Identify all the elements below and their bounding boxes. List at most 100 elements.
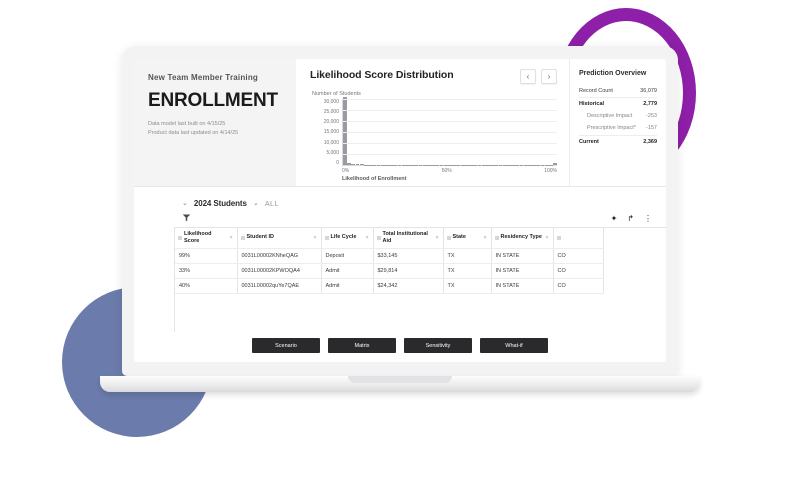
chart-bar [343, 96, 347, 165]
table-cell: 0031L00002quYe7QAE [237, 278, 322, 294]
column-remove-icon[interactable]: × [483, 234, 487, 241]
chart-y-tick: 5,000 [326, 149, 339, 156]
column-type-icon [178, 235, 182, 240]
grid-header-row: Likelihood Score × Student ID × Life Cycle × T… [175, 228, 604, 249]
table-cell: IN STATE [491, 263, 554, 279]
chart-y-tick: 15,000 [323, 129, 339, 136]
table-row[interactable]: 99% 0031L00002KNheQAG Deposit $33,145 TX IN S… [175, 248, 604, 264]
chart-gridline [343, 143, 557, 144]
table-toolbar-secondary: ✦ ↱ ⋮ [134, 211, 666, 227]
filter-icon[interactable] [182, 213, 191, 224]
table-section: ⌄ 2024 Students ⌄ ALL ✦ ↱ ⋮ [134, 187, 666, 362]
grid-header-cell[interactable]: Total Institutional Aid × [373, 228, 444, 249]
chart-bar [347, 162, 352, 165]
overview-row: Current 2,369 [579, 135, 657, 149]
grid-header-label: Total Institutional Aid [382, 231, 428, 244]
table-cell: 33% [175, 263, 238, 279]
chevron-down-icon-scope[interactable]: ⌄ [252, 200, 259, 207]
grid-body: 99% 0031L00002KNheQAG Deposit $33,145 TX IN S… [175, 248, 604, 294]
overview-row-value: -157 [645, 125, 657, 132]
data-grid: Likelihood Score × Student ID × Life Cycle × T… [175, 228, 604, 294]
grid-header-inner: State × [453, 234, 487, 241]
scope-selector[interactable]: ALL [264, 198, 279, 208]
laptop-screen: New Team Member Training ENROLLMENT Data… [134, 59, 666, 362]
chart-gridline [343, 154, 557, 155]
chart-prev-button[interactable]: ‹ [520, 69, 536, 84]
overview-row-value: 36,079 [640, 87, 657, 94]
grid-header-label: Likelihood Score [184, 231, 212, 244]
overview-row-value: 2,779 [643, 101, 657, 108]
chart-plot-area [342, 96, 557, 166]
grid-header-cell[interactable]: Student ID × [237, 228, 322, 249]
column-remove-icon[interactable]: × [435, 234, 439, 241]
data-grid-wrapper[interactable]: Likelihood Score × Student ID × Life Cycle × T… [174, 227, 666, 332]
table-cell: TX [443, 263, 492, 279]
table-cell: CO [553, 263, 604, 279]
column-type-icon [556, 235, 561, 240]
action-button-sensitivity[interactable]: Sensitivity [404, 338, 472, 353]
chart-y-tick: 20,000 [323, 119, 339, 126]
column-remove-icon[interactable]: × [545, 234, 549, 241]
table-cell: 40% [175, 278, 238, 294]
chart-panel: Likelihood Score Distribution ‹ › Number… [296, 59, 570, 186]
chart-bars [343, 96, 557, 165]
overview-row-label: Record Count [579, 87, 613, 94]
table-cell: CO [553, 278, 604, 294]
overview-row: Record Count 36,079 [579, 85, 657, 97]
view-selector[interactable]: 2024 Students [193, 198, 247, 208]
grid-header-inner: Total Institutional Aid × [383, 231, 439, 245]
table-cell: Deposit [321, 248, 374, 264]
chevron-down-icon[interactable]: ⌄ [182, 200, 188, 207]
column-type-icon [446, 235, 451, 240]
chart-y-tick: 0 [336, 159, 339, 166]
chart-nav-buttons: ‹ › [520, 69, 557, 84]
grid-header-cell[interactable]: State × [443, 228, 492, 249]
column-remove-icon[interactable]: × [229, 234, 233, 241]
chart-x-ticks: 0% 50% 100% [342, 168, 557, 174]
column-type-icon [324, 235, 329, 240]
action-button-matrix[interactable]: Matrix [328, 338, 396, 353]
action-button-scenario[interactable]: Scenario [252, 338, 320, 353]
chart-gridline [343, 110, 557, 111]
overview-rows: Record Count 36,079 Historical 2,779 Descrip… [579, 85, 657, 149]
overview-title: Prediction Overview [579, 70, 647, 77]
meta-line-1: Data model last built on 4/15/25 [148, 121, 226, 127]
chart-next-button[interactable]: › [541, 69, 557, 84]
grid-header-label: State [452, 234, 466, 241]
meta-line-2: Product data last updated on 4/14/25 [148, 130, 239, 137]
laptop-mockup: New Team Member Training ENROLLMENT Data… [122, 46, 678, 376]
chart-x-tick: 50% [441, 168, 452, 174]
title-card: New Team Member Training ENROLLMENT Data… [134, 59, 296, 186]
column-type-icon [240, 235, 245, 240]
table-row[interactable]: 40% 0031L00002quYe7QAE Admit $24,342 TX IN ST… [175, 278, 604, 294]
grid-header-cell[interactable] [553, 228, 604, 249]
grid-header-cell[interactable]: Life Cycle × [321, 228, 374, 249]
table-cell: $29,814 [373, 263, 444, 279]
dashboard-top-row: New Team Member Training ENROLLMENT Data… [134, 59, 666, 187]
action-button-what-if[interactable]: What-if [480, 338, 548, 353]
sparkle-icon[interactable]: ✦ [610, 214, 618, 223]
overview-row: Historical 2,779 [579, 97, 657, 111]
laptop-base [100, 376, 700, 392]
table-cell: $33,145 [373, 248, 444, 264]
overview-row-label: Descriptive Impact [587, 113, 633, 120]
table-row[interactable]: 33% 0031L00002KPWOQA4 Admit $29,814 TX IN STA… [175, 263, 604, 279]
grid-header-label: Student ID [246, 234, 275, 241]
chart-y-tick: 25,000 [323, 109, 339, 116]
chart-header: Likelihood Score Distribution ‹ › [310, 69, 557, 84]
column-remove-icon[interactable]: × [313, 234, 317, 241]
chart-x-tick: 100% [544, 168, 557, 174]
table-action-icons: ✦ ↱ ⋮ [611, 214, 652, 223]
table-toolbar: ⌄ 2024 Students ⌄ ALL [134, 195, 666, 211]
page-title: ENROLLMENT [148, 90, 278, 111]
chart-gridline [343, 121, 557, 122]
column-remove-icon[interactable]: × [365, 234, 369, 241]
chart-gridline [343, 132, 557, 133]
grid-header-label: Life Cycle [330, 234, 357, 241]
grid-header-cell[interactable]: Residency Type × [491, 228, 554, 249]
laptop-base-notch [348, 376, 452, 383]
grid-header-cell[interactable]: Likelihood Score × [175, 228, 238, 249]
chart-y-tick: 30,000 [323, 99, 339, 105]
crop-icon[interactable]: ↱ [627, 214, 634, 223]
more-options-icon[interactable]: ⋮ [644, 214, 652, 223]
